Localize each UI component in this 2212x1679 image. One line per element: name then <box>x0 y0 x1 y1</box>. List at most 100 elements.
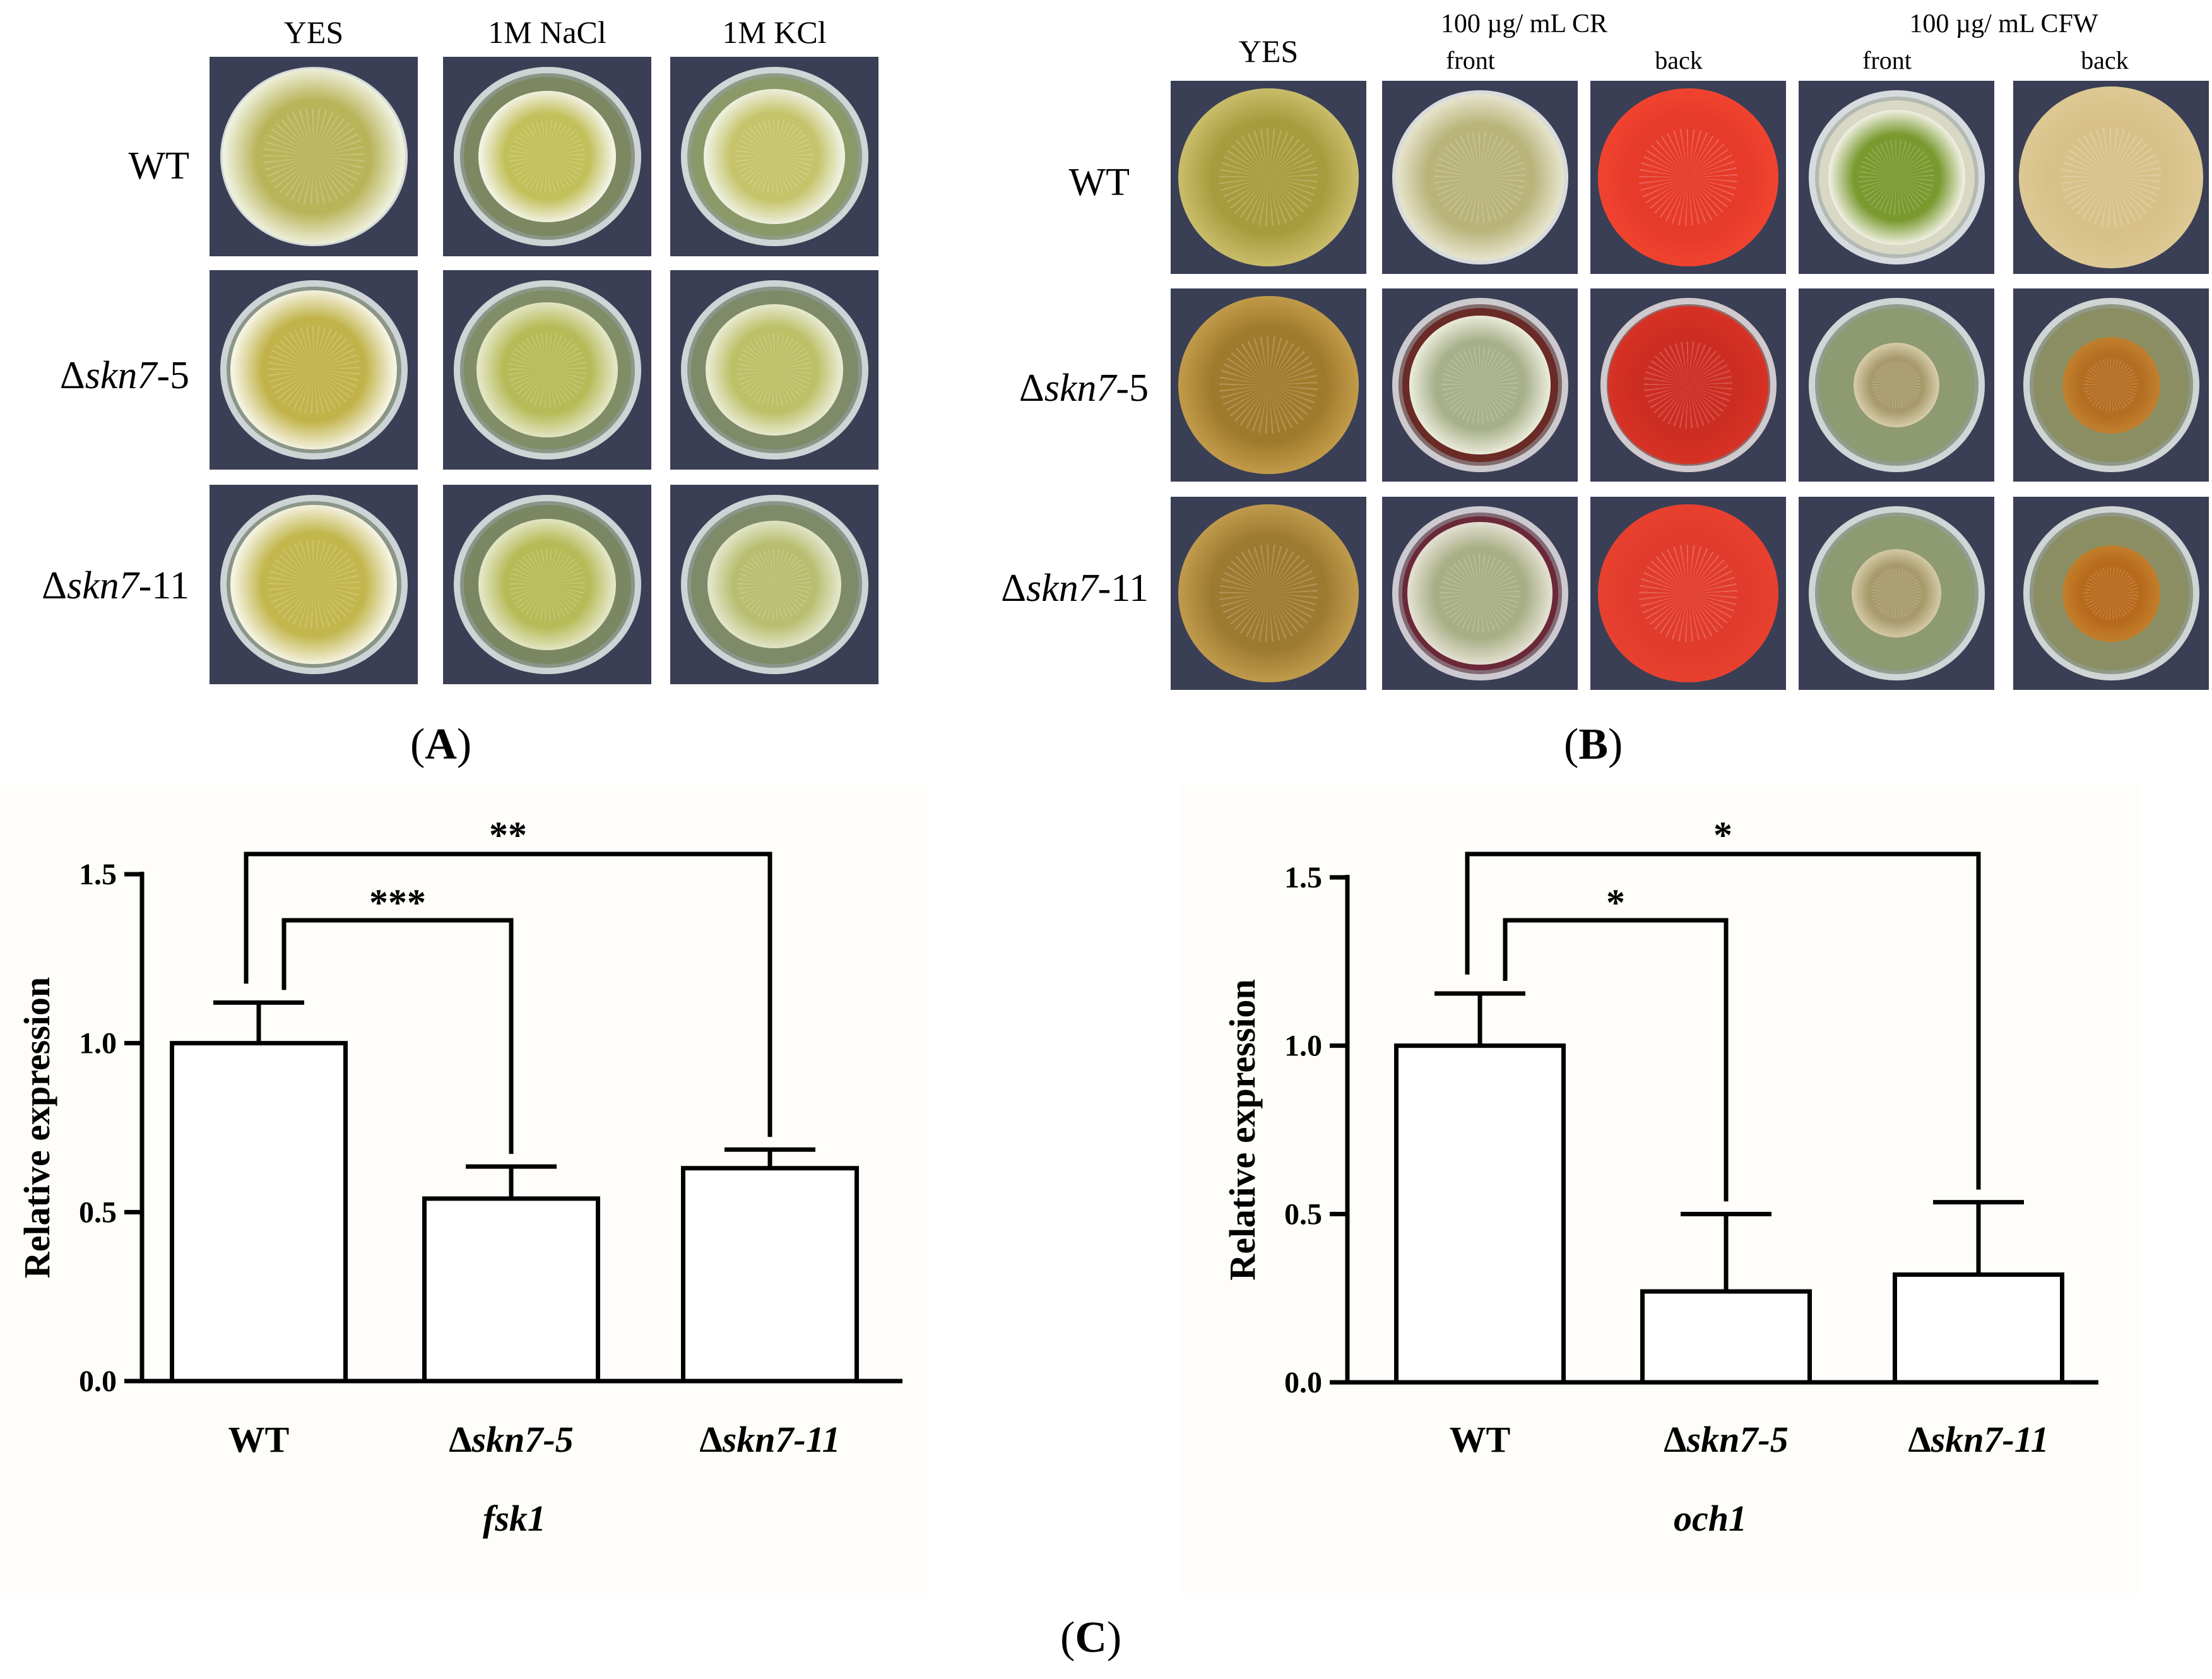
chart-1-category-label-3: Δskn7-11 <box>699 1419 840 1460</box>
colony-center <box>509 120 585 193</box>
panel-b-cr-front: front <box>1446 46 1495 74</box>
colony-center <box>268 540 360 629</box>
panel-b-column-cr: 100 µg/ mL CR <box>1440 9 1608 39</box>
panel-a-column-yes: YES <box>283 15 344 50</box>
panel-a-row-label-wt: WT <box>6 144 189 189</box>
chart-2-significance-bracket-2 <box>1465 851 1981 1190</box>
colony-center <box>2084 566 2138 620</box>
row-suffix: -5 <box>1116 367 1149 410</box>
panel-a-plate-r3-c3 <box>670 485 878 684</box>
panel-a-row-label-skn7-11: Δskn7-11 <box>6 564 189 608</box>
colony-center <box>2084 358 2138 412</box>
panel-a-plate-r1-c3 <box>670 57 878 256</box>
colony-center <box>1219 544 1318 643</box>
panel-a-plate-r1-c1 <box>210 57 418 256</box>
chart-1-x-axis-label: fsk1 <box>483 1498 546 1539</box>
panel-b-row-label-skn7-5: Δskn7-5 <box>947 366 1149 411</box>
panel-b-row-label-wt: WT <box>947 160 1130 205</box>
panel-b-plate-r3-c1 <box>1171 497 1366 690</box>
chart-2-category-label-2: Δskn7-5 <box>1664 1419 1789 1460</box>
colony-center <box>2060 127 2162 228</box>
panel-b-letter: (B) <box>1564 720 1623 769</box>
panel-letter-text: C <box>1075 1613 1107 1662</box>
panel-b-plate-r1-c3 <box>1590 81 1786 274</box>
panel-a-plate-r1-c2 <box>443 57 651 256</box>
row-italic: skn7 <box>85 354 157 397</box>
panel-b-plate-r1-c2 <box>1382 81 1578 274</box>
chart-1-significance-label-1: *** <box>369 882 426 923</box>
panel-b-column-yes: YES <box>1238 33 1299 69</box>
panel-a-plate-r2-c2 <box>443 270 651 470</box>
chart-1-category-label-1: WT <box>228 1419 290 1460</box>
panel-b-plate-r1-c1 <box>1171 81 1366 274</box>
colony-center <box>1638 128 1738 227</box>
panel-b-plate-r3-c2 <box>1382 497 1578 690</box>
colony-center <box>1638 544 1738 643</box>
colony-center <box>509 548 585 621</box>
chart-2-significance-label-2: * <box>1713 814 1732 856</box>
chart-1-y-tick-label: 1.5 <box>79 858 117 891</box>
row-prefix: Δ <box>59 354 85 397</box>
row-suffix: -11 <box>138 564 189 607</box>
panel-a-plate-r2-c3 <box>670 270 878 470</box>
colony-center <box>1433 131 1527 223</box>
colony-center <box>508 332 586 408</box>
chart-1-bar-3 <box>681 1166 859 1384</box>
colony-center <box>1644 341 1732 429</box>
chart-1-y-tick-label: 0.0 <box>79 1365 117 1398</box>
panel-b-plate-r1-c4 <box>1799 81 1994 274</box>
chart-1-significance-bracket-1 <box>281 918 514 1154</box>
panel-b-plate-r3-c3 <box>1590 497 1786 690</box>
panel-a-plate-r3-c1 <box>210 485 418 684</box>
row-suffix: WT <box>1068 161 1130 204</box>
chart-2-category-label-1: WT <box>1450 1419 1511 1460</box>
chart-1-y-tick-label: 1.0 <box>79 1027 117 1060</box>
chart-1-bar-1 <box>170 1041 348 1384</box>
panel-b-plate-r2-c1 <box>1171 288 1366 482</box>
chart-2-category-label-3: Δskn7-11 <box>1908 1419 2049 1460</box>
chart-2-y-tick-label: 0.0 <box>1284 1366 1322 1399</box>
panel-a-column-kcl: 1M KCl <box>722 15 827 50</box>
row-suffix: -11 <box>1097 567 1149 610</box>
colony-center <box>263 108 364 205</box>
chart-1-y-axis-label: Relative expression <box>16 977 57 1278</box>
panel-a-letter: (A) <box>410 720 472 769</box>
row-italic: skn7 <box>1044 367 1116 410</box>
chart-1-significance-label-2: ** <box>489 814 527 856</box>
panel-b-cfw-back: back <box>2081 46 2129 74</box>
row-prefix: Δ <box>1019 367 1044 410</box>
panel-b-plate-r3-c5 <box>2013 497 2209 690</box>
colony-center <box>1219 336 1318 434</box>
colony-center <box>737 549 812 620</box>
colony-center <box>268 326 360 414</box>
panel-a-row-label-skn7-5: Δskn7-5 <box>6 353 189 398</box>
panel-c-letter: (C) <box>1060 1613 1122 1662</box>
row-italic: skn7 <box>66 564 139 607</box>
chart-2-y-tick-label: 0.5 <box>1284 1197 1322 1231</box>
panel-b-plate-r2-c4 <box>1799 288 1994 482</box>
panel-a-column-nacl: 1M NaCl <box>488 15 606 50</box>
colony-center <box>1441 347 1519 424</box>
panel-a-plate-r3-c2 <box>443 485 651 684</box>
colony-center <box>1872 361 1920 409</box>
panel-b-cr-back: back <box>1655 46 1703 74</box>
colony-center <box>1871 569 1922 618</box>
panel-b-column-cfw: 100 µg/ mL CFW <box>1909 9 2098 39</box>
chart-2-bar-2 <box>1640 1289 1812 1385</box>
chart-1-category-label-2: Δskn7-5 <box>449 1419 574 1460</box>
panel-b-plate-r3-c4 <box>1799 497 1994 690</box>
row-prefix: Δ <box>42 564 67 607</box>
panel-b-row-label-skn7-11: Δskn7-11 <box>947 566 1149 611</box>
chart-1-significance-bracket-2 <box>244 851 772 1137</box>
row-suffix: -5 <box>157 354 189 397</box>
row-suffix: WT <box>128 145 189 187</box>
panel-letter-text: B <box>1578 720 1609 769</box>
colony-center <box>735 119 813 194</box>
chart-2-y-tick-label: 1.5 <box>1284 861 1322 894</box>
colony-center <box>1859 140 1934 215</box>
colony-center <box>1219 128 1318 227</box>
panel-b-plate-r2-c3 <box>1590 288 1786 482</box>
chart-2-bar-1 <box>1394 1043 1566 1385</box>
chart-1-y-tick-label: 0.5 <box>79 1195 117 1229</box>
